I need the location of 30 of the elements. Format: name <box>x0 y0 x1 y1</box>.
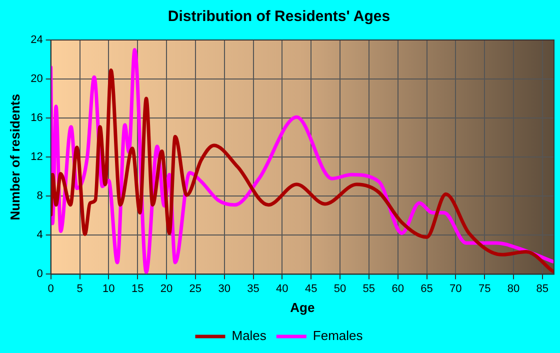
x-tick-label: 30 <box>218 282 230 295</box>
y-axis-title: Number of residents <box>7 94 22 220</box>
x-tick-label: 25 <box>189 282 202 295</box>
y-tick-label: 20 <box>30 73 43 86</box>
chart-title: Distribution of Residents' Ages <box>168 8 390 26</box>
x-tick-label: 45 <box>304 282 318 295</box>
legend-label: Females <box>312 328 364 344</box>
x-tick-label: 75 <box>478 282 491 295</box>
x-tick-label: 65 <box>420 282 433 295</box>
y-tick-label: 16 <box>30 112 43 124</box>
x-tick-label: 15 <box>131 282 144 295</box>
x-tick-label: 40 <box>276 282 288 295</box>
y-tick-label: 12 <box>30 151 43 164</box>
x-tick-label: 80 <box>507 282 520 295</box>
y-tick-label: 0 <box>36 268 43 280</box>
x-tick-label: 0 <box>48 282 54 295</box>
x-tick-label: 10 <box>102 282 115 295</box>
x-axis-title: Age <box>290 300 315 315</box>
x-tick-label: 5 <box>76 282 83 295</box>
legend-label: Males <box>232 328 267 344</box>
x-tick-label: 20 <box>160 282 173 295</box>
x-tick-label: 55 <box>362 282 376 295</box>
y-tick-label: 4 <box>36 229 43 242</box>
x-tick-label: 60 <box>392 282 404 295</box>
x-tick-label: 85 <box>536 282 549 295</box>
y-tick-label: 24 <box>30 34 43 46</box>
x-tick-label: 35 <box>247 282 260 295</box>
x-tick-label: 70 <box>450 282 462 295</box>
y-tick-label: 8 <box>36 190 43 202</box>
x-tick-label: 50 <box>334 282 346 295</box>
